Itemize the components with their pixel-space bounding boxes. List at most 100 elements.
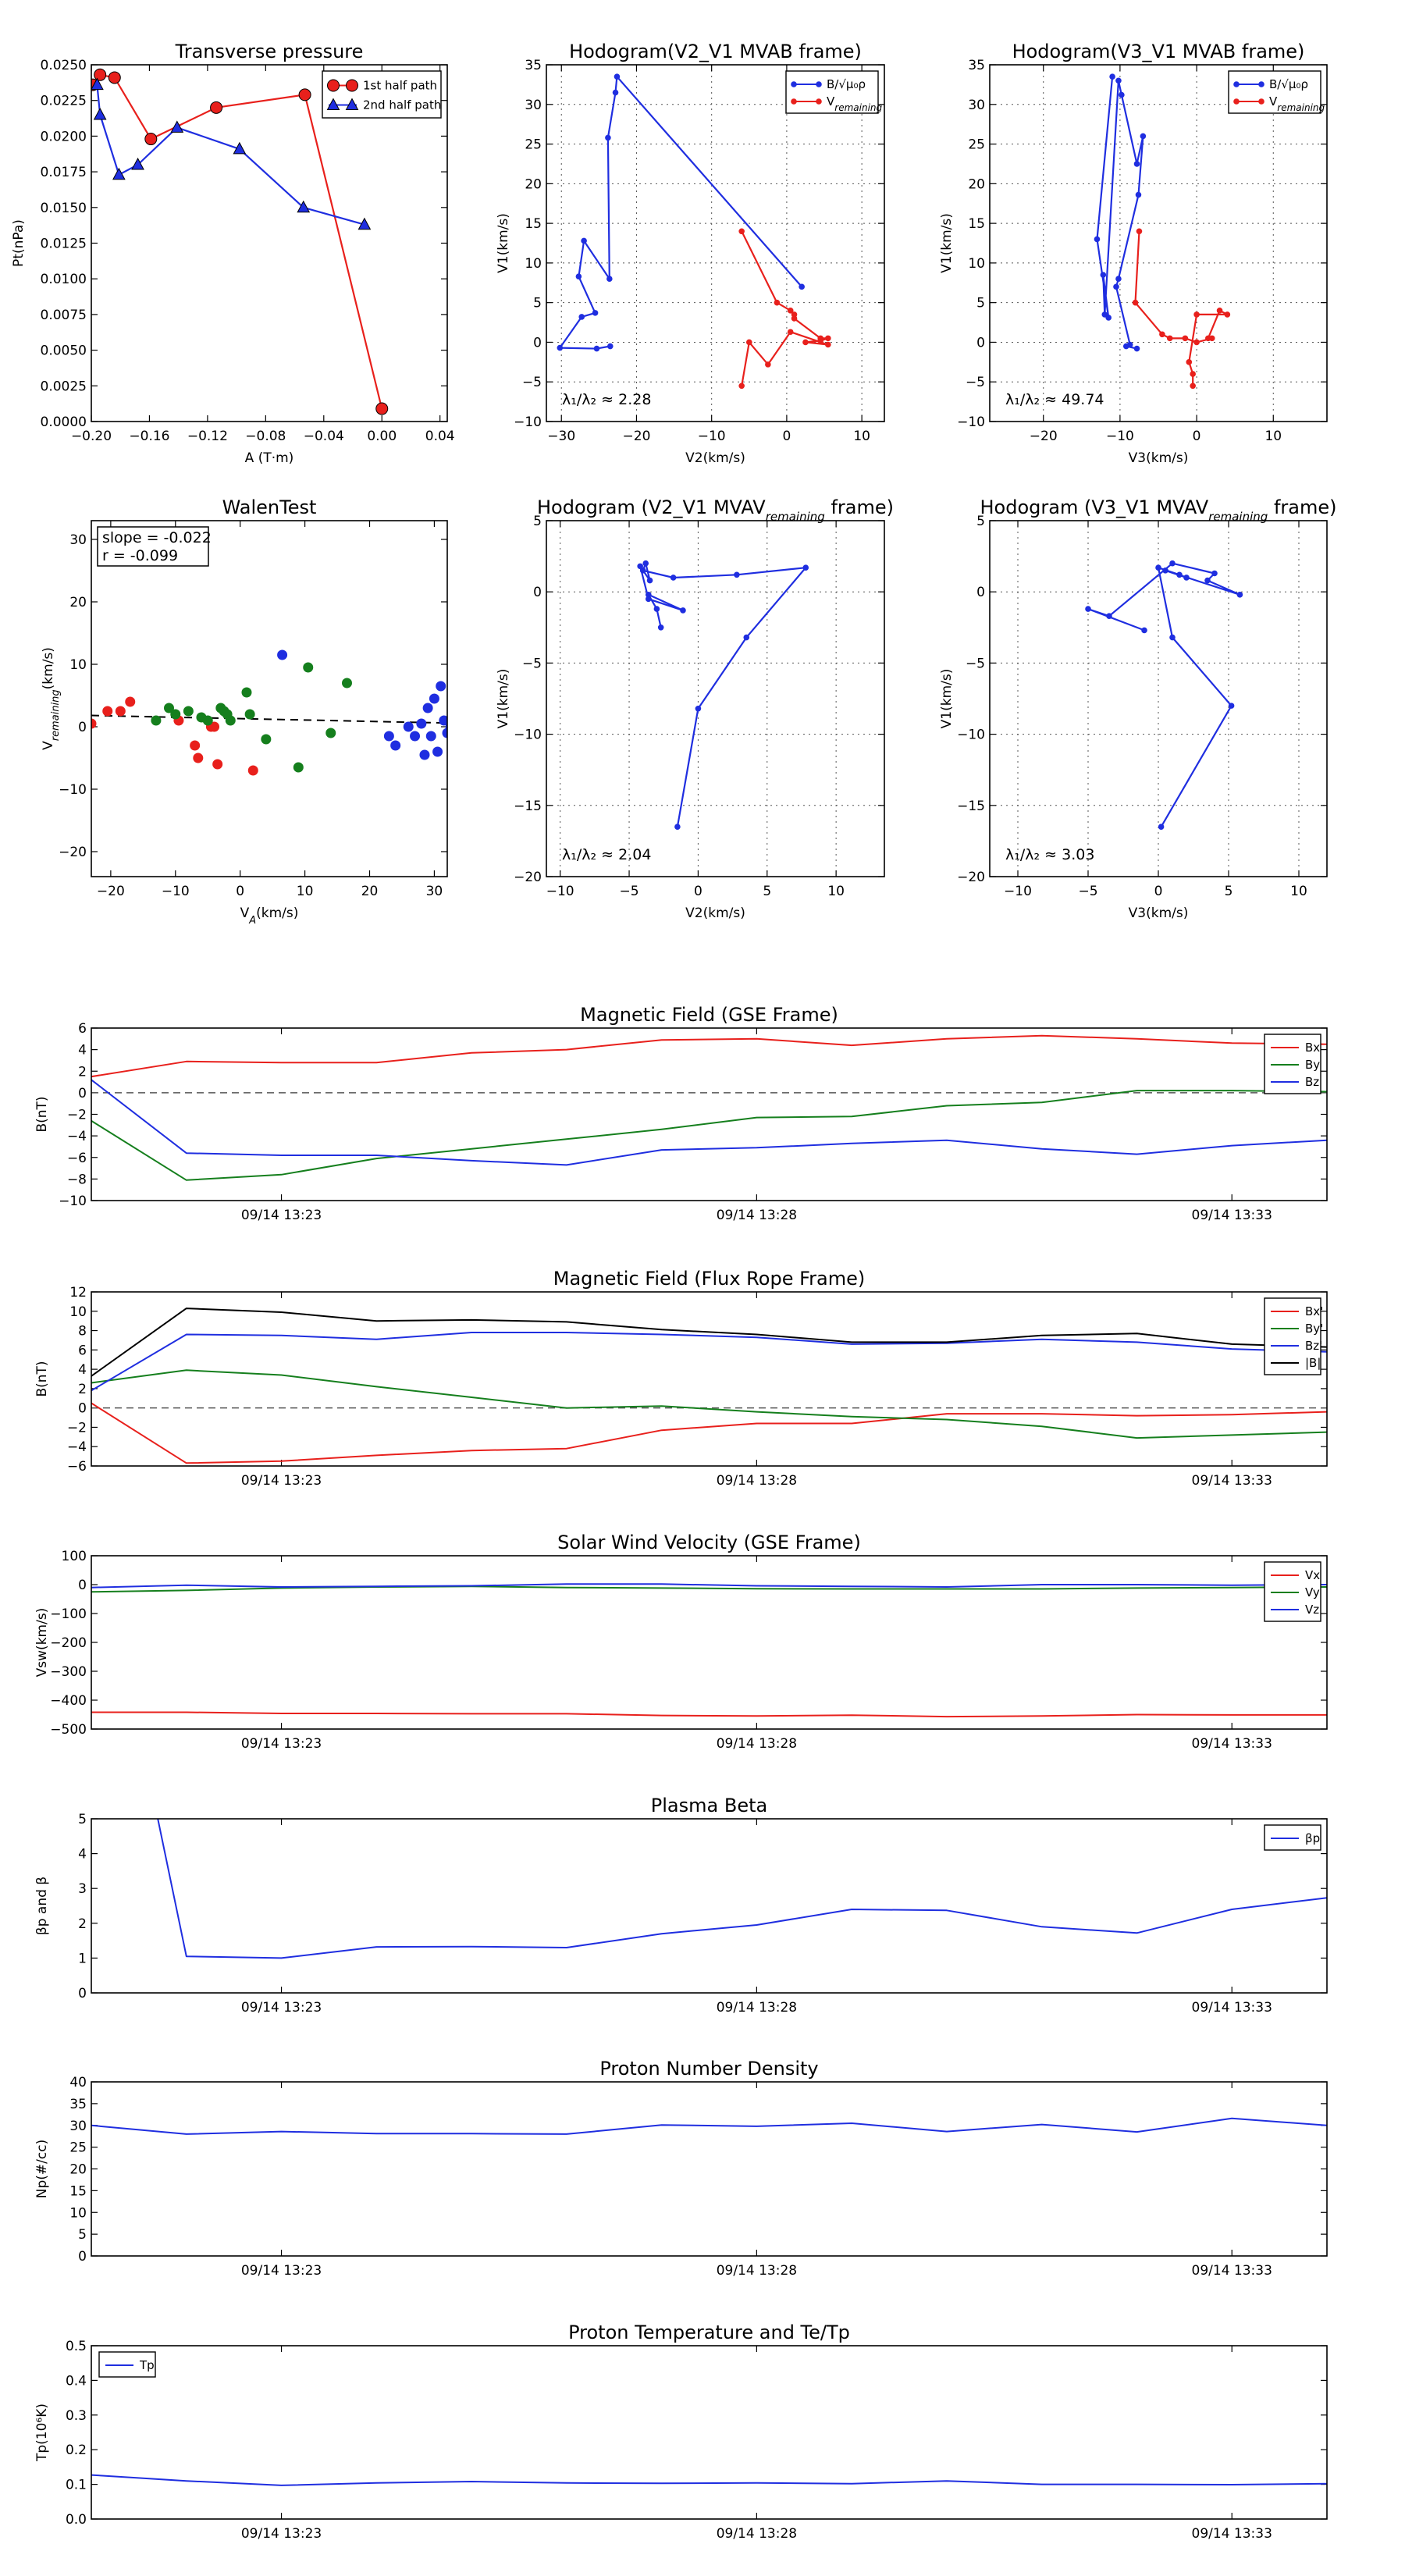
data-point xyxy=(802,564,809,571)
legend-marker xyxy=(1233,98,1240,105)
y-tick-label: −20 xyxy=(514,870,542,885)
plot-frame xyxy=(546,520,885,877)
x-tick-label: 09/14 13:33 xyxy=(1192,1736,1272,1752)
data-point xyxy=(1115,77,1122,84)
legend: βp xyxy=(1264,1824,1321,1851)
series-line xyxy=(91,1034,1327,1078)
data-point xyxy=(605,134,611,141)
x-tick-label: 09/14 13:23 xyxy=(241,1473,322,1489)
data-point xyxy=(653,606,660,612)
data-point xyxy=(1100,272,1107,278)
plot-area xyxy=(91,1583,1327,1718)
plot-frame xyxy=(91,520,448,877)
series-vz xyxy=(91,1583,1327,1589)
legend-label: Vz xyxy=(1305,1603,1319,1617)
series-line xyxy=(91,2474,1327,2486)
data-point xyxy=(1133,161,1140,167)
series-line xyxy=(639,562,807,827)
series-line xyxy=(559,76,803,350)
data-point xyxy=(94,68,107,81)
plot-frame xyxy=(91,64,448,422)
data-point xyxy=(1101,311,1108,318)
legend-box xyxy=(322,70,442,119)
series-vx xyxy=(91,1711,1327,1718)
chart-title: Hodogram(V2_V1 MVAB frame) xyxy=(569,41,862,62)
x-tick-label: 09/14 13:33 xyxy=(1192,1208,1272,1223)
x-tick-label: 10 xyxy=(1264,429,1282,444)
series-blue-0 xyxy=(1085,560,1243,830)
series--b- xyxy=(91,1308,1327,1377)
series-line xyxy=(91,1585,1327,1593)
plot-area xyxy=(91,2117,1327,2135)
plot-area xyxy=(91,2474,1327,2486)
plot-frame xyxy=(989,64,1328,422)
data-point xyxy=(303,662,314,673)
series-by- xyxy=(91,1369,1327,1439)
legend-marker xyxy=(326,98,340,110)
y-tick-label: −5 xyxy=(522,375,542,390)
y-tick-label: 25 xyxy=(968,137,985,153)
data-point xyxy=(419,749,430,760)
legend-label: |B| xyxy=(1305,1356,1321,1370)
y-tick-label: 10 xyxy=(69,1304,87,1320)
series-line xyxy=(91,1369,1327,1439)
data-point xyxy=(738,228,745,235)
data-point xyxy=(1228,703,1235,709)
y-tick-label: 0.0000 xyxy=(41,415,87,430)
data-point xyxy=(1182,335,1189,342)
x-tick-label: 10 xyxy=(853,429,870,444)
series-line xyxy=(91,1308,1327,1377)
series-line xyxy=(91,2117,1327,2135)
x-tick-label: 09/14 13:23 xyxy=(241,1736,322,1752)
data-point xyxy=(787,308,794,314)
y-tick-label: 0.0075 xyxy=(41,308,87,323)
y-tick-label: 40 xyxy=(69,2075,87,2090)
data-point xyxy=(193,753,204,763)
y-tick-label: −6 xyxy=(67,1151,87,1166)
chart-hodogram-v3-v1-mvav: Hodogram (V3_V1 MVAVremaining frame) −10 −… xyxy=(939,496,1336,921)
series-v-remaining xyxy=(738,228,831,390)
walen-fit-line xyxy=(91,714,447,724)
chart-title: Proton Temperature and Te/Tp xyxy=(568,2322,850,2343)
y-tick-label: 5 xyxy=(78,1812,87,1827)
y-tick-label: 8 xyxy=(78,1324,87,1340)
legend-label: Vx xyxy=(1305,1568,1320,1582)
eigenvalue-ratio-annotation: λ₁/λ₂ ≈ 49.74 xyxy=(1005,391,1104,408)
series-line xyxy=(741,230,829,386)
chart-title: WalenTest xyxy=(222,496,317,518)
x-tick-label: 09/14 13:23 xyxy=(241,2000,322,2016)
y-tick-label: 0 xyxy=(976,335,985,350)
x-axis-label: V2(km/s) xyxy=(685,450,745,466)
data-point xyxy=(241,687,252,698)
data-point xyxy=(432,746,443,757)
legend-label: Tp xyxy=(139,2358,155,2372)
data-point xyxy=(1169,634,1176,641)
series-line xyxy=(96,84,365,226)
chart-title: Solar Wind Velocity (GSE Frame) xyxy=(557,1532,861,1553)
data-point xyxy=(1211,570,1218,577)
plot-frame xyxy=(546,64,885,422)
series-bz xyxy=(91,1079,1327,1166)
legend-marker xyxy=(346,79,358,92)
data-point xyxy=(1186,359,1193,365)
x-tick-label: 09/14 13:23 xyxy=(241,1208,322,1223)
y-tick-label: 0.0250 xyxy=(41,58,87,73)
data-point xyxy=(575,273,582,279)
legend-marker xyxy=(345,98,359,110)
data-point xyxy=(244,709,255,720)
x-tick-label: 0 xyxy=(236,884,244,899)
y-tick-label: 0.0 xyxy=(66,2512,87,2528)
y-tick-label: 5 xyxy=(78,2227,87,2243)
y-tick-label: 4 xyxy=(78,1847,87,1863)
legend-box xyxy=(785,70,879,114)
y-tick-label: 10 xyxy=(525,256,542,272)
x-tick-label: −20 xyxy=(623,429,651,444)
series-line xyxy=(92,73,383,409)
y-axis-label: Vremaining(km/s) xyxy=(41,647,62,750)
y-tick-label: 0.0025 xyxy=(41,379,87,394)
y-axis-label: B(nT) xyxy=(34,1361,50,1397)
plot-frame xyxy=(91,1291,1328,1467)
x-tick-label: −20 xyxy=(97,884,125,899)
data-point xyxy=(1193,311,1200,318)
y-tick-label: 0.4 xyxy=(66,2373,87,2389)
